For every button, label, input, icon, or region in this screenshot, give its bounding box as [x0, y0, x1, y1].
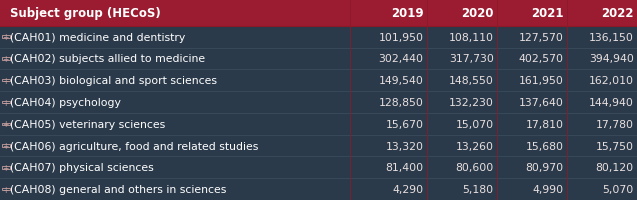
Text: (CAH06) agriculture, food and related studies: (CAH06) agriculture, food and related st… — [10, 141, 258, 151]
Text: 4,990: 4,990 — [533, 184, 564, 194]
Text: 162,010: 162,010 — [589, 76, 634, 86]
Text: (CAH01) medicine and dentistry: (CAH01) medicine and dentistry — [10, 33, 185, 42]
Text: +: + — [3, 120, 9, 129]
FancyBboxPatch shape — [0, 113, 350, 135]
Text: 15,680: 15,680 — [526, 141, 564, 151]
FancyBboxPatch shape — [427, 27, 497, 48]
Text: 2019: 2019 — [391, 7, 424, 20]
FancyBboxPatch shape — [350, 178, 427, 200]
Text: 108,110: 108,110 — [448, 33, 494, 42]
Text: +: + — [3, 185, 9, 194]
Text: 15,070: 15,070 — [455, 119, 494, 129]
FancyBboxPatch shape — [427, 48, 497, 70]
Text: 17,810: 17,810 — [526, 119, 564, 129]
FancyBboxPatch shape — [427, 0, 497, 27]
Text: +: + — [3, 55, 9, 64]
Text: 137,640: 137,640 — [519, 98, 564, 107]
Text: 127,570: 127,570 — [519, 33, 564, 42]
Text: 402,570: 402,570 — [519, 54, 564, 64]
Text: +: + — [3, 163, 9, 172]
FancyBboxPatch shape — [567, 92, 637, 113]
Text: 2020: 2020 — [461, 7, 494, 20]
Text: 317,730: 317,730 — [449, 54, 494, 64]
FancyBboxPatch shape — [497, 48, 567, 70]
Text: 136,150: 136,150 — [589, 33, 634, 42]
Text: (CAH04) psychology: (CAH04) psychology — [10, 98, 120, 107]
FancyBboxPatch shape — [497, 0, 567, 27]
FancyBboxPatch shape — [497, 70, 567, 92]
Text: 302,440: 302,440 — [378, 54, 424, 64]
FancyBboxPatch shape — [350, 92, 427, 113]
FancyBboxPatch shape — [350, 157, 427, 178]
Text: +: + — [3, 141, 9, 150]
Text: 15,670: 15,670 — [385, 119, 424, 129]
Text: (CAH03) biological and sport sciences: (CAH03) biological and sport sciences — [10, 76, 217, 86]
Text: 13,260: 13,260 — [455, 141, 494, 151]
FancyBboxPatch shape — [350, 135, 427, 157]
FancyBboxPatch shape — [427, 70, 497, 92]
Text: 101,950: 101,950 — [378, 33, 424, 42]
FancyBboxPatch shape — [497, 27, 567, 48]
FancyBboxPatch shape — [350, 113, 427, 135]
Text: 144,940: 144,940 — [589, 98, 634, 107]
Text: (CAH08) general and others in sciences: (CAH08) general and others in sciences — [10, 184, 226, 194]
Text: 15,750: 15,750 — [596, 141, 634, 151]
Text: 2021: 2021 — [531, 7, 564, 20]
Text: 394,940: 394,940 — [589, 54, 634, 64]
FancyBboxPatch shape — [350, 27, 427, 48]
FancyBboxPatch shape — [497, 135, 567, 157]
FancyBboxPatch shape — [427, 92, 497, 113]
Text: 2022: 2022 — [601, 7, 634, 20]
Text: 80,120: 80,120 — [596, 163, 634, 172]
FancyBboxPatch shape — [427, 157, 497, 178]
Text: 5,180: 5,180 — [462, 184, 494, 194]
FancyBboxPatch shape — [567, 48, 637, 70]
FancyBboxPatch shape — [567, 135, 637, 157]
Text: (CAH07) physical sciences: (CAH07) physical sciences — [10, 163, 154, 172]
Text: 161,950: 161,950 — [519, 76, 564, 86]
Text: Subject group (HECoS): Subject group (HECoS) — [10, 7, 161, 20]
Text: 148,550: 148,550 — [449, 76, 494, 86]
FancyBboxPatch shape — [350, 70, 427, 92]
FancyBboxPatch shape — [567, 113, 637, 135]
FancyBboxPatch shape — [567, 157, 637, 178]
Text: (CAH02) subjects allied to medicine: (CAH02) subjects allied to medicine — [10, 54, 204, 64]
Text: 5,070: 5,070 — [603, 184, 634, 194]
FancyBboxPatch shape — [0, 178, 350, 200]
FancyBboxPatch shape — [497, 157, 567, 178]
Text: 17,780: 17,780 — [596, 119, 634, 129]
FancyBboxPatch shape — [0, 135, 350, 157]
Text: 13,320: 13,320 — [385, 141, 424, 151]
Text: 81,400: 81,400 — [385, 163, 424, 172]
FancyBboxPatch shape — [497, 178, 567, 200]
FancyBboxPatch shape — [350, 0, 427, 27]
Text: 132,230: 132,230 — [449, 98, 494, 107]
FancyBboxPatch shape — [0, 48, 350, 70]
FancyBboxPatch shape — [497, 92, 567, 113]
Text: 80,600: 80,600 — [455, 163, 494, 172]
Text: 80,970: 80,970 — [526, 163, 564, 172]
Text: +: + — [3, 33, 9, 42]
FancyBboxPatch shape — [567, 0, 637, 27]
Text: 128,850: 128,850 — [379, 98, 424, 107]
FancyBboxPatch shape — [0, 92, 350, 113]
Text: +: + — [3, 98, 9, 107]
FancyBboxPatch shape — [0, 70, 350, 92]
FancyBboxPatch shape — [567, 178, 637, 200]
FancyBboxPatch shape — [350, 48, 427, 70]
Text: (CAH05) veterinary sciences: (CAH05) veterinary sciences — [10, 119, 165, 129]
Text: 149,540: 149,540 — [379, 76, 424, 86]
FancyBboxPatch shape — [0, 27, 350, 48]
FancyBboxPatch shape — [0, 157, 350, 178]
FancyBboxPatch shape — [497, 113, 567, 135]
FancyBboxPatch shape — [427, 113, 497, 135]
FancyBboxPatch shape — [427, 135, 497, 157]
FancyBboxPatch shape — [567, 27, 637, 48]
FancyBboxPatch shape — [567, 70, 637, 92]
Text: +: + — [3, 76, 9, 85]
FancyBboxPatch shape — [0, 0, 350, 27]
Text: 4,290: 4,290 — [392, 184, 424, 194]
FancyBboxPatch shape — [427, 178, 497, 200]
